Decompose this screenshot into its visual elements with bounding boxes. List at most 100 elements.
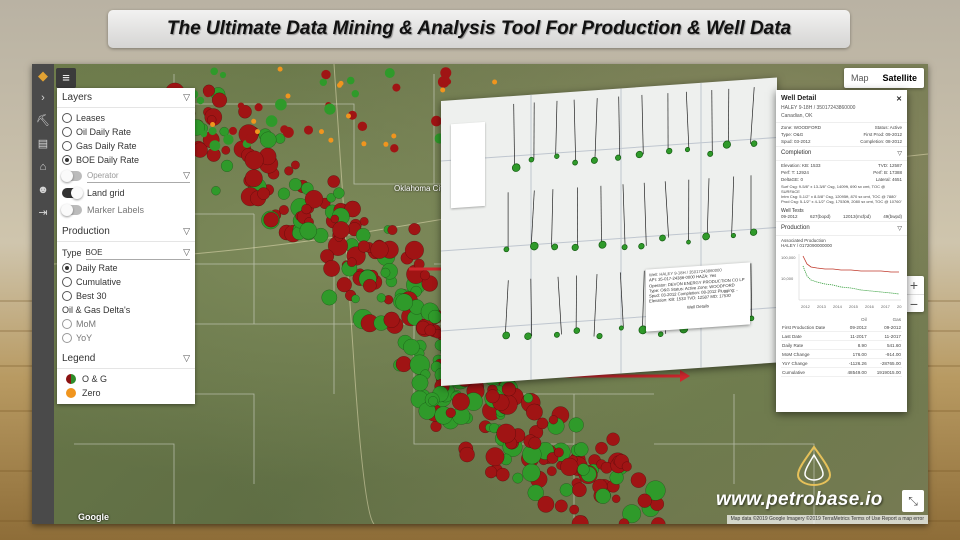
layer-option-leases[interactable]: Leases bbox=[62, 111, 190, 125]
zoom-in-button[interactable]: + bbox=[909, 277, 919, 293]
well-test-value: 12013(mcfpd) bbox=[842, 214, 871, 219]
production-option-best30[interactable]: Best 30 bbox=[62, 289, 190, 303]
zero-well-marker bbox=[319, 129, 324, 135]
completion-header[interactable]: Completion ▽ bbox=[776, 146, 907, 161]
well-marker bbox=[229, 126, 237, 135]
people-icon[interactable]: ☻ bbox=[37, 184, 49, 196]
production-header[interactable]: Production ▽ bbox=[57, 222, 195, 242]
marker-labels-toggle[interactable] bbox=[61, 203, 82, 216]
left-rail: ◆ › ⛏ ▤ ⌂ ☻ ⇥ bbox=[32, 64, 54, 524]
well-marker bbox=[621, 461, 632, 472]
layers-header[interactable]: Layers ▽ bbox=[57, 88, 195, 108]
petrobase-logo-icon[interactable]: ◆ bbox=[38, 68, 48, 83]
radio-best-30[interactable] bbox=[62, 291, 72, 301]
well-icon[interactable]: ⛏ bbox=[36, 115, 50, 127]
marker-labels-row[interactable]: Marker Labels bbox=[61, 201, 190, 218]
pipeline-icon[interactable]: ▤ bbox=[37, 138, 49, 150]
operator-select[interactable]: Operator ▽ bbox=[87, 169, 190, 183]
mini-layers-panel bbox=[451, 121, 485, 209]
well-marker bbox=[484, 466, 498, 479]
zoom-out-button[interactable]: − bbox=[904, 294, 924, 312]
well-marker bbox=[684, 147, 691, 153]
production-type-select[interactable]: BOE ▽ bbox=[85, 246, 190, 260]
well-marker bbox=[327, 175, 341, 188]
well-marker bbox=[530, 241, 539, 251]
production-section-header[interactable]: Production ▽ bbox=[776, 221, 907, 236]
layer-option-oil[interactable]: Oil Daily Rate bbox=[62, 125, 190, 139]
well-marker bbox=[560, 457, 579, 477]
layer-option-label: Leases bbox=[76, 113, 106, 123]
fullscreen-button[interactable]: ⤡ bbox=[902, 490, 924, 512]
table-row: MoM Change 176.00 -914.00 bbox=[781, 349, 902, 359]
table-cell: Daily Rate bbox=[781, 340, 840, 350]
well-marker bbox=[459, 446, 475, 463]
close-icon[interactable]: ✕ bbox=[896, 96, 902, 103]
operator-toggle[interactable] bbox=[61, 169, 82, 182]
radio-mom[interactable] bbox=[62, 319, 72, 329]
layers-title: Layers bbox=[62, 92, 93, 103]
well-lateral bbox=[600, 185, 602, 245]
well-marker bbox=[428, 396, 438, 406]
well-marker bbox=[200, 130, 208, 138]
map-type-map[interactable]: Map bbox=[850, 73, 869, 83]
layer-option-boe[interactable]: BOE Daily Rate bbox=[62, 153, 190, 167]
zero-well-marker bbox=[383, 141, 389, 147]
brand-url[interactable]: www.petrobase.io bbox=[716, 489, 883, 510]
delta-option-yoy[interactable]: YoY bbox=[62, 331, 190, 345]
logout-icon[interactable]: ⇥ bbox=[38, 207, 48, 219]
table-header: Oil bbox=[861, 317, 867, 322]
radio-boe[interactable] bbox=[62, 155, 72, 165]
radio-yoy[interactable] bbox=[62, 333, 72, 343]
well-marker bbox=[577, 463, 590, 476]
menu-button[interactable]: ≡ bbox=[56, 68, 76, 88]
well-lateral bbox=[641, 94, 644, 155]
map-type-satellite[interactable]: Satellite bbox=[882, 73, 917, 83]
table-cell: MoM Change bbox=[781, 349, 840, 359]
production-summary-table: Oil Gas First Production Date 09-2012 09… bbox=[781, 316, 902, 377]
well-lateral bbox=[642, 270, 645, 330]
map-attribution[interactable]: Map data ©2019 Google Imagery ©2019 Terr… bbox=[726, 515, 928, 524]
legend-header[interactable]: Legend ▽ bbox=[57, 349, 195, 369]
well-lateral bbox=[513, 103, 515, 168]
wd-cell: Perf: T: 12924 bbox=[781, 170, 809, 175]
type-label: Type bbox=[62, 248, 82, 258]
well-marker bbox=[223, 134, 234, 145]
layer-option-gas[interactable]: Gas Daily Rate bbox=[62, 139, 190, 153]
land-grid-row[interactable]: Land grid bbox=[62, 184, 190, 201]
zero-well-marker bbox=[251, 118, 257, 124]
chevron-down-icon: ▽ bbox=[183, 247, 190, 257]
well-marker bbox=[370, 240, 389, 259]
well-marker bbox=[275, 98, 287, 111]
well-marker bbox=[330, 214, 340, 224]
production-title: Production bbox=[62, 226, 110, 237]
chevron-down-icon[interactable]: ▽ bbox=[183, 92, 190, 102]
well-lateral bbox=[622, 184, 626, 248]
radio-gas[interactable] bbox=[62, 141, 72, 151]
table-cell: YoY Change bbox=[781, 358, 840, 368]
axis-tick: 2015 bbox=[849, 304, 859, 309]
production-option-daily[interactable]: Daily Rate bbox=[62, 261, 190, 275]
chevron-down-icon[interactable]: ▽ bbox=[183, 226, 190, 236]
well-marker bbox=[595, 441, 608, 455]
well-summary: Zone: WOODFORD Status: Active Type: O&G … bbox=[776, 123, 907, 146]
production-option-cumulative[interactable]: Cumulative bbox=[62, 275, 190, 289]
chevron-right-icon[interactable]: › bbox=[41, 92, 45, 104]
axis-tick: 2018 bbox=[897, 304, 902, 309]
well-marker bbox=[210, 67, 218, 76]
chevron-down-icon[interactable]: ▽ bbox=[183, 353, 190, 363]
table-cell: 8.90 bbox=[839, 340, 868, 350]
radio-cumulative[interactable] bbox=[62, 277, 72, 287]
radio-oil[interactable] bbox=[62, 127, 72, 137]
radio-daily-rate[interactable] bbox=[62, 263, 72, 273]
radio-leases[interactable] bbox=[62, 113, 72, 123]
zoom-control: + − bbox=[904, 276, 924, 312]
delta-option-mom[interactable]: MoM bbox=[62, 317, 190, 331]
map-type-toggle[interactable]: Map Satellite bbox=[843, 68, 924, 88]
land-grid-toggle[interactable] bbox=[62, 186, 83, 199]
oil-decline-line bbox=[802, 265, 900, 295]
building-icon[interactable]: ⌂ bbox=[39, 161, 47, 173]
well-tests-title: Well Tests bbox=[781, 208, 804, 214]
well-marker bbox=[395, 356, 412, 373]
well-marker bbox=[431, 115, 442, 127]
well-marker bbox=[196, 96, 205, 105]
